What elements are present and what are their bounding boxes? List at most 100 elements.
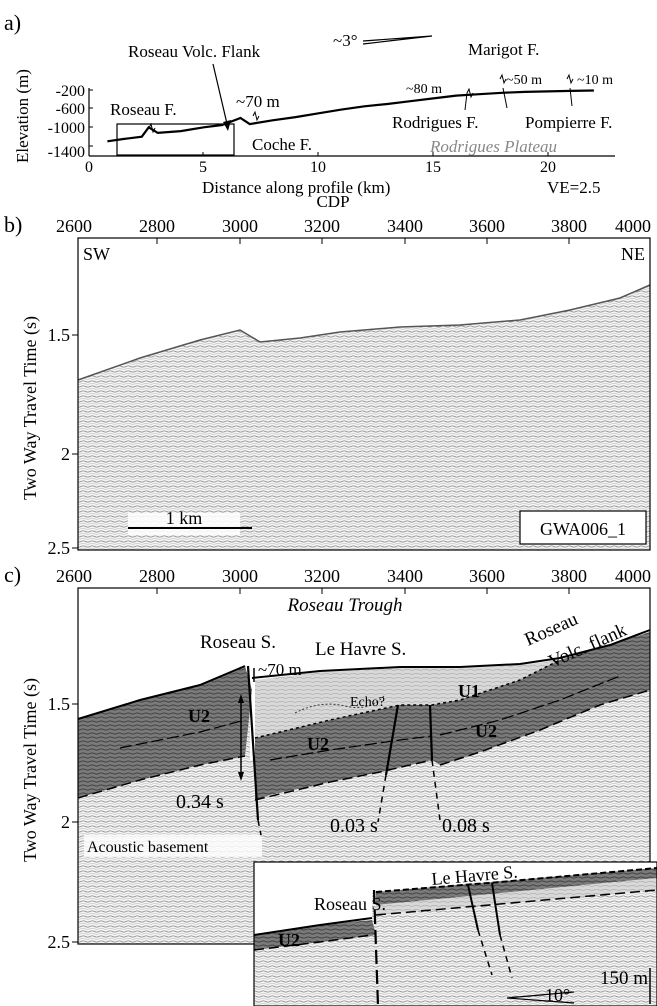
arrow-head (223, 120, 231, 131)
line-id-box (519, 510, 647, 545)
seafloor-reflector (77, 284, 651, 381)
inset-panel: Roseau S. Le Havre S. U2 10° 150 m (253, 861, 657, 1006)
u2-right-label: U2 (475, 721, 497, 741)
throw-70-label: ~70 m (258, 660, 302, 679)
xtick-label: 3200 (304, 216, 340, 236)
inset-scale-label: 150 m (600, 968, 648, 989)
xtick-label: 3400 (387, 216, 423, 236)
annotation-rodrigues-plateau: Rodrigues Plateau (429, 137, 557, 156)
panel-b-label: b) (4, 212, 22, 237)
xtick-label: 3800 (551, 216, 587, 236)
roseau-trough-label: Roseau Trough (287, 595, 403, 616)
xtick-label: 3800 (551, 566, 587, 586)
ne-label: NE (621, 244, 645, 264)
annotation-throw-80: ~80 m (406, 82, 442, 97)
time-008-label: 0.08 s (442, 815, 490, 837)
line-id: GWA006_1 (540, 519, 626, 539)
annotation-marigot-f: Marigot F. (468, 40, 539, 59)
fault-line (569, 87, 573, 107)
ytick-label: -600 (56, 101, 85, 118)
fault-line (464, 92, 468, 111)
xtick-label: 2600 (56, 566, 92, 586)
roseau-fault (246, 665, 260, 821)
inset-dip-label: 10° (545, 985, 570, 1005)
xtick-label: 2800 (139, 216, 175, 236)
echo-label: Echo? (350, 695, 385, 710)
fault-line (502, 87, 508, 109)
u1-label: U1 (458, 681, 480, 701)
ytick-label: 1.5 (48, 694, 71, 714)
xtick-label: 15 (425, 159, 441, 176)
fault-marker (148, 122, 156, 134)
le-havre-s-label: Le Havre S. (315, 639, 406, 660)
time-034-label: 0.34 s (176, 791, 224, 813)
fault-marker (566, 73, 574, 85)
ytick-label: -1000 (48, 120, 85, 137)
u1-base-horizon (254, 659, 561, 739)
u2-left-label: U2 (188, 706, 210, 726)
inset-roseau-s-label: Roseau S. (314, 894, 386, 914)
annotation-roseau-f: Roseau F. (110, 100, 177, 119)
sw-label: SW (83, 244, 110, 264)
xtick-label: 3000 (222, 566, 258, 586)
annotation-throw-70: ~70 m (236, 92, 280, 111)
fault-marker (466, 87, 474, 99)
xtick-label: 10 (310, 159, 326, 176)
base-horizon (439, 689, 651, 766)
ytick-label: 1.5 (48, 325, 71, 345)
xtick-label: 0 (85, 159, 93, 176)
seismic-section (78, 285, 650, 550)
panel-a-label: a) (4, 10, 21, 35)
seafloor-horizon (77, 665, 246, 720)
xtick-label: 20 (540, 159, 556, 176)
panel-a-ylabel: Elevation (m) (13, 69, 32, 163)
seafloor-horizon (251, 629, 651, 679)
elevation-profile-line (107, 89, 594, 143)
annotation-pompierre-f: Pompierre F. (525, 113, 612, 132)
ytick-label: 2 (61, 444, 70, 464)
xtick-label: 4000 (615, 216, 651, 236)
panel-c-label: c) (4, 562, 21, 587)
annotation-coche-f: Coche F. (252, 135, 312, 154)
xtick-label: 4000 (615, 566, 651, 586)
ytick-label: 2.5 (48, 538, 71, 558)
unit-u1 (255, 660, 560, 738)
base-horizon (254, 759, 433, 801)
le-havre-fault (428, 704, 434, 761)
annotation-throw-10: ~10 m (577, 73, 613, 88)
inset-fault (467, 884, 479, 931)
panel-a: a) Roseau Volc. Flank ~3° Marigot F. Ele… (4, 10, 615, 197)
panel-b-frame (77, 237, 651, 551)
xtick-label: 3400 (387, 566, 423, 586)
base-horizon (77, 755, 246, 799)
xtick-label: 3000 (222, 216, 258, 236)
fault-marker (499, 73, 507, 85)
panel-a-xlabel: Distance along profile (km) (202, 178, 390, 197)
xtick-label: 2600 (56, 216, 92, 236)
panel-b: CDP b) 2600 2800 3000 3200 3400 3600 380… (4, 192, 651, 558)
dip-label: ~3° (333, 31, 358, 50)
fault (384, 704, 400, 776)
unit-u2-left (78, 666, 252, 798)
roseau-s-label: Roseau S. (200, 632, 276, 653)
ve-label: VE=2.5 (547, 178, 601, 197)
ytick-label: 2 (61, 812, 70, 832)
volc-flank-arrow (212, 63, 229, 129)
unit-u2-right (432, 632, 650, 765)
xtick-label: 3200 (304, 566, 340, 586)
xtick-label: 3600 (469, 566, 505, 586)
annotation-rodrigues-f: Rodrigues F. (392, 113, 478, 132)
dip-wedge (362, 35, 433, 45)
u2-center-label: U2 (307, 734, 329, 754)
unit-u2-center (255, 705, 432, 800)
zoom-box (116, 123, 235, 156)
panel-b-ylabel: Two Way Travel Time (s) (20, 316, 41, 500)
ytick-label: -200 (56, 83, 85, 100)
panel-c-ylabel: Two Way Travel Time (s) (20, 678, 41, 862)
ytick-label: -1400 (48, 144, 85, 161)
xtick-label: 5 (199, 159, 207, 176)
annotation-throw-50: ~50 m (506, 73, 542, 88)
xtick-label: 2800 (139, 566, 175, 586)
xtick-label: 3600 (469, 216, 505, 236)
